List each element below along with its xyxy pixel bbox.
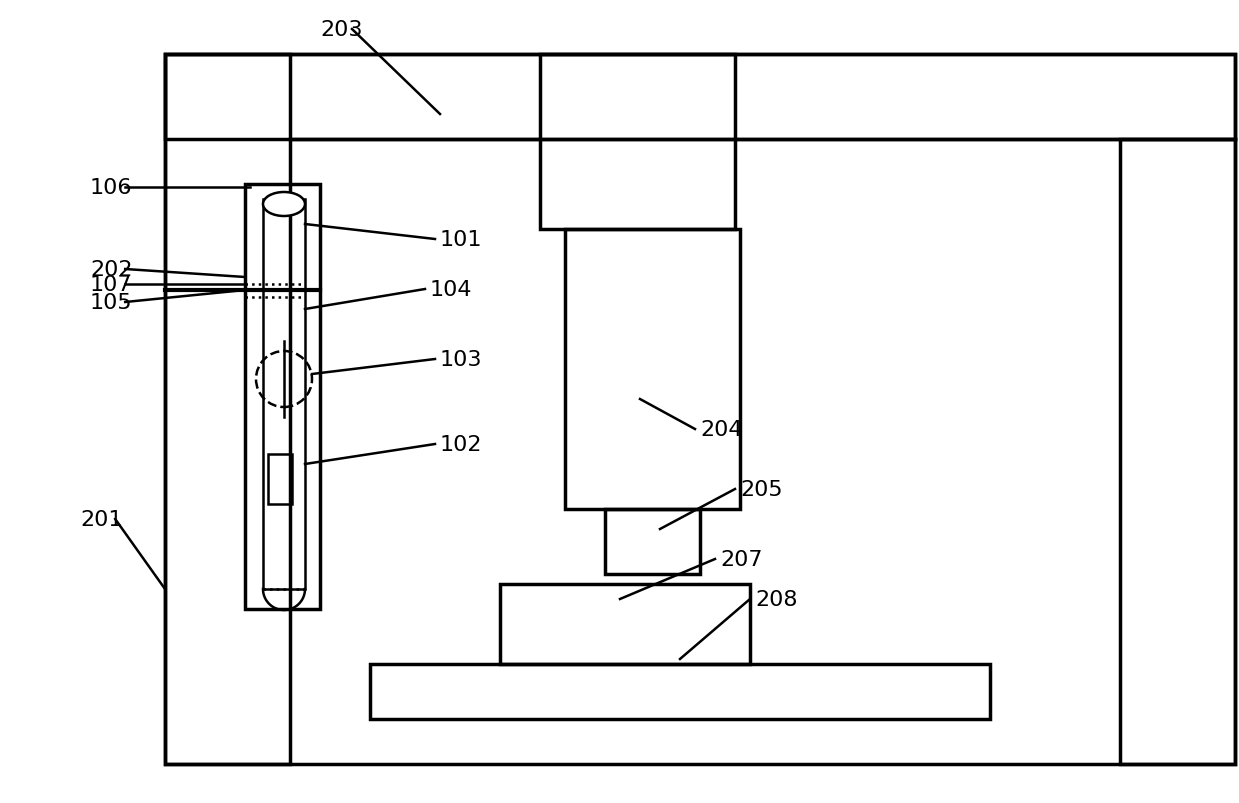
Bar [165,55,1235,140]
Text: 101: 101 [440,230,482,250]
Bar [263,200,305,589]
Bar [245,185,320,609]
Text: 103: 103 [440,349,482,369]
Bar [370,664,990,719]
Bar [540,55,735,230]
Text: 204: 204 [700,419,742,439]
Bar [565,230,740,509]
Text: 106: 106 [90,177,133,198]
Text: 107: 107 [90,275,133,295]
Text: 207: 207 [720,549,762,569]
Text: 104: 104 [430,279,472,300]
Bar [605,509,700,574]
Bar [165,55,290,764]
Text: 202: 202 [90,259,133,279]
Ellipse shape [263,193,305,217]
Text: 105: 105 [90,292,133,312]
Bar [1120,140,1235,764]
Bar [501,585,750,664]
Text: 203: 203 [320,20,363,40]
Text: 201: 201 [81,509,123,529]
Bar [165,55,1235,764]
Bar [268,454,292,504]
Text: 102: 102 [440,434,482,454]
Text: 205: 205 [740,479,783,499]
Text: 208: 208 [755,589,798,609]
